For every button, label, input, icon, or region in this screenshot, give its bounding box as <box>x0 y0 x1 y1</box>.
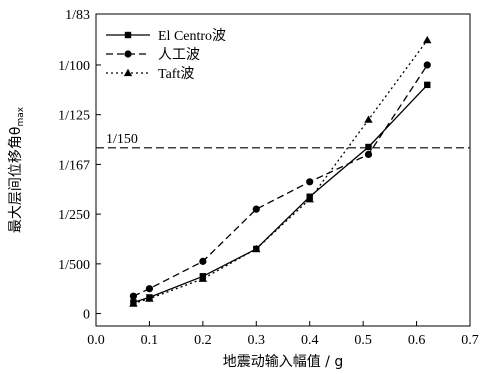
data-point-triangle <box>198 274 208 282</box>
data-point-triangle <box>305 195 314 203</box>
legend-label: 人工波 <box>158 47 200 63</box>
series-line-square <box>133 84 428 304</box>
x-tick-label: 0.7 <box>461 333 479 348</box>
legend-label: El Centro波 <box>158 28 226 44</box>
x-tick-label: 0.2 <box>194 333 212 348</box>
x-tick-label: 0.4 <box>301 333 319 348</box>
plot-frame <box>95 13 471 327</box>
legend-label: Taft波 <box>158 66 194 82</box>
data-point-triangle <box>252 244 261 253</box>
data-point-circle <box>364 150 373 159</box>
y-tick-label: 1/100 <box>58 59 90 74</box>
data-point-square <box>424 81 431 89</box>
y-axis-label: 最大层间位移角θmax <box>8 106 26 233</box>
x-tick-label: 0.5 <box>354 333 372 348</box>
legend-marker-triangle <box>123 68 133 77</box>
data-point-circle <box>306 178 314 186</box>
x-tick-label: 0.3 <box>248 333 266 348</box>
y-axis-label-main: 最大层间位移角θ <box>8 127 24 234</box>
series-markers <box>129 35 432 307</box>
data-point-circle <box>199 257 207 265</box>
data-point-triangle <box>145 294 154 302</box>
data-point-circle <box>423 61 431 69</box>
svg-text:最大层间位移角θmax: 最大层间位移角θmax <box>8 106 26 233</box>
reference-line: 1/150 <box>96 132 470 149</box>
data-point-circle <box>252 205 260 213</box>
y-tick-label: 1/250 <box>58 208 90 223</box>
y-tick-label: 1/125 <box>58 109 90 124</box>
x-tick-label: 0.6 <box>408 333 426 348</box>
data-point-triangle <box>129 299 138 307</box>
x-axis-ticks: 0.0 0.1 0.2 0.3 0.4 0.5 0.6 0.7 <box>87 321 479 348</box>
legend-marker-square <box>124 31 132 39</box>
reference-line-label: 1/150 <box>106 132 138 147</box>
data-point-triangle <box>364 115 373 123</box>
x-tick-label: 0.0 <box>87 333 105 348</box>
y-axis-label-subscript: max <box>16 106 26 126</box>
y-tick-label: 1/83 <box>65 8 90 23</box>
x-axis-label: 地震动输入幅值 / g <box>223 354 344 370</box>
data-point-circle <box>145 285 154 293</box>
y-tick-label: 1/500 <box>58 258 90 273</box>
data-point-triangle <box>423 35 432 44</box>
y-axis-ticks: 0 1/500 1/250 1/167 1/125 1/100 1/83 <box>58 8 101 323</box>
x-tick-label: 0.1 <box>141 333 159 348</box>
legend-marker-circle <box>124 50 132 58</box>
data-point-square <box>365 143 372 151</box>
y-tick-label: 1/167 <box>58 158 90 173</box>
data-point-circle <box>129 292 137 300</box>
y-tick-label: 0 <box>83 308 90 323</box>
